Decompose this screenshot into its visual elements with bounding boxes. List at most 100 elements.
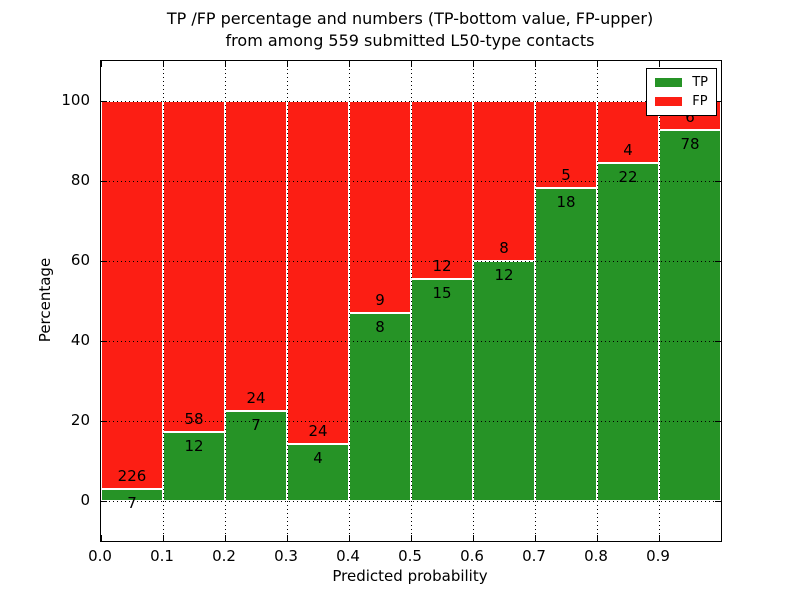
bar-tp-segment [287, 443, 349, 501]
x-tick-label: 0.6 [460, 547, 484, 565]
bar-tp-segment [163, 432, 225, 501]
y-tick-label: 60 [70, 251, 90, 269]
chart-title: TP /FP percentage and numbers (TP-bottom… [100, 8, 720, 52]
x-gridline [162, 61, 164, 541]
y-tick-mark-right [715, 180, 721, 182]
x-tick-mark-bottom [286, 535, 288, 541]
x-tick-mark-bottom [658, 535, 660, 541]
x-tick-mark-top [162, 61, 164, 67]
x-axis-label: Predicted probability [332, 567, 488, 585]
y-gridline [101, 260, 721, 262]
fp-color-swatch-icon [655, 97, 683, 106]
legend-label-tp: TP [692, 75, 708, 90]
bar-tp-segment [597, 162, 659, 501]
x-gridline [224, 61, 226, 541]
tp-count-label: 78 [680, 134, 700, 153]
fp-count-label: 24 [308, 421, 328, 440]
x-tick-label: 0.5 [398, 547, 422, 565]
y-tick-mark-right [715, 500, 721, 502]
legend: TP FP [646, 68, 717, 116]
tp-color-swatch-icon [655, 78, 683, 87]
y-tick-label: 0 [80, 491, 90, 509]
x-tick-mark-bottom [100, 535, 102, 541]
x-gridline [286, 61, 288, 541]
x-gridline [596, 61, 598, 541]
y-tick-mark-right [715, 100, 721, 102]
y-tick-label: 20 [70, 411, 90, 429]
bar-tp-segment [473, 261, 535, 501]
tp-count-label: 15 [432, 283, 452, 302]
x-tick-mark-bottom [162, 535, 164, 541]
x-tick-mark-top [596, 61, 598, 67]
x-tick-mark-top [534, 61, 536, 67]
chart-title-line2: from among 559 submitted L50-type contac… [225, 31, 595, 50]
fp-count-label: 4 [623, 140, 633, 159]
x-tick-mark-top [224, 61, 226, 67]
bar-fp-segment [101, 101, 163, 489]
legend-entry-fp: FP [655, 92, 708, 111]
x-tick-mark-bottom [596, 535, 598, 541]
bar-tp-segment [349, 312, 411, 501]
x-tick-mark-top [100, 61, 102, 67]
y-tick-mark-left [101, 420, 107, 422]
fp-count-label: 58 [184, 410, 204, 429]
tp-count-label: 7 [127, 493, 137, 512]
x-tick-label: 0.0 [88, 547, 112, 565]
tp-count-label: 22 [618, 167, 638, 186]
fp-count-label: 5 [561, 165, 571, 184]
bar-fp-segment [163, 101, 225, 433]
y-tick-label: 40 [70, 331, 90, 349]
tp-count-label: 12 [184, 437, 204, 456]
bar-fp-segment [411, 101, 473, 279]
fp-count-label: 226 [117, 466, 147, 485]
bar-tp-segment [659, 129, 721, 501]
x-tick-label: 0.3 [274, 547, 298, 565]
y-tick-mark-left [101, 180, 107, 182]
x-tick-mark-top [472, 61, 474, 67]
bar-tp-segment [225, 410, 287, 501]
x-tick-label: 0.8 [584, 547, 608, 565]
y-tick-mark-left [101, 260, 107, 262]
y-axis-label: Percentage [36, 257, 54, 343]
bar-fp-segment [349, 101, 411, 313]
x-tick-mark-bottom [534, 535, 536, 541]
x-tick-mark-bottom [224, 535, 226, 541]
fp-count-label: 12 [432, 256, 452, 275]
x-tick-mark-top [348, 61, 350, 67]
x-tick-label: 0.4 [336, 547, 360, 565]
x-gridline [348, 61, 350, 541]
tp-count-label: 8 [375, 317, 385, 336]
legend-label-fp: FP [692, 94, 708, 109]
bar-fp-segment [287, 101, 349, 444]
x-tick-mark-bottom [472, 535, 474, 541]
x-gridline [410, 61, 412, 541]
x-gridline [472, 61, 474, 541]
tp-count-label: 7 [251, 415, 261, 434]
y-gridline [101, 420, 721, 422]
y-tick-label: 80 [70, 171, 90, 189]
x-tick-mark-bottom [348, 535, 350, 541]
legend-entry-tp: TP [655, 73, 708, 92]
y-tick-mark-right [715, 340, 721, 342]
fp-count-label: 24 [246, 388, 266, 407]
tp-count-label: 4 [313, 448, 323, 467]
y-tick-mark-right [715, 420, 721, 422]
bar-tp-segment [411, 278, 473, 501]
x-tick-mark-top [286, 61, 288, 67]
x-tick-label: 0.7 [522, 547, 546, 565]
plot-area: TP FP 226 7 58 12 24 7 24 4 9 8 12 15 8 12 5 18 4 22 6 78 [100, 60, 722, 542]
y-gridline [101, 340, 721, 342]
y-gridline [101, 500, 721, 502]
fp-count-label: 6 [685, 107, 695, 126]
y-tick-mark-left [101, 500, 107, 502]
y-tick-label: 100 [61, 91, 90, 109]
x-tick-mark-top [410, 61, 412, 67]
x-gridline [658, 61, 660, 541]
x-tick-label: 0.1 [150, 547, 174, 565]
y-tick-mark-left [101, 100, 107, 102]
y-tick-mark-right [715, 260, 721, 262]
chart-title-line1: TP /FP percentage and numbers (TP-bottom… [166, 9, 654, 28]
y-gridline [101, 180, 721, 182]
bar-fp-segment [535, 101, 597, 188]
